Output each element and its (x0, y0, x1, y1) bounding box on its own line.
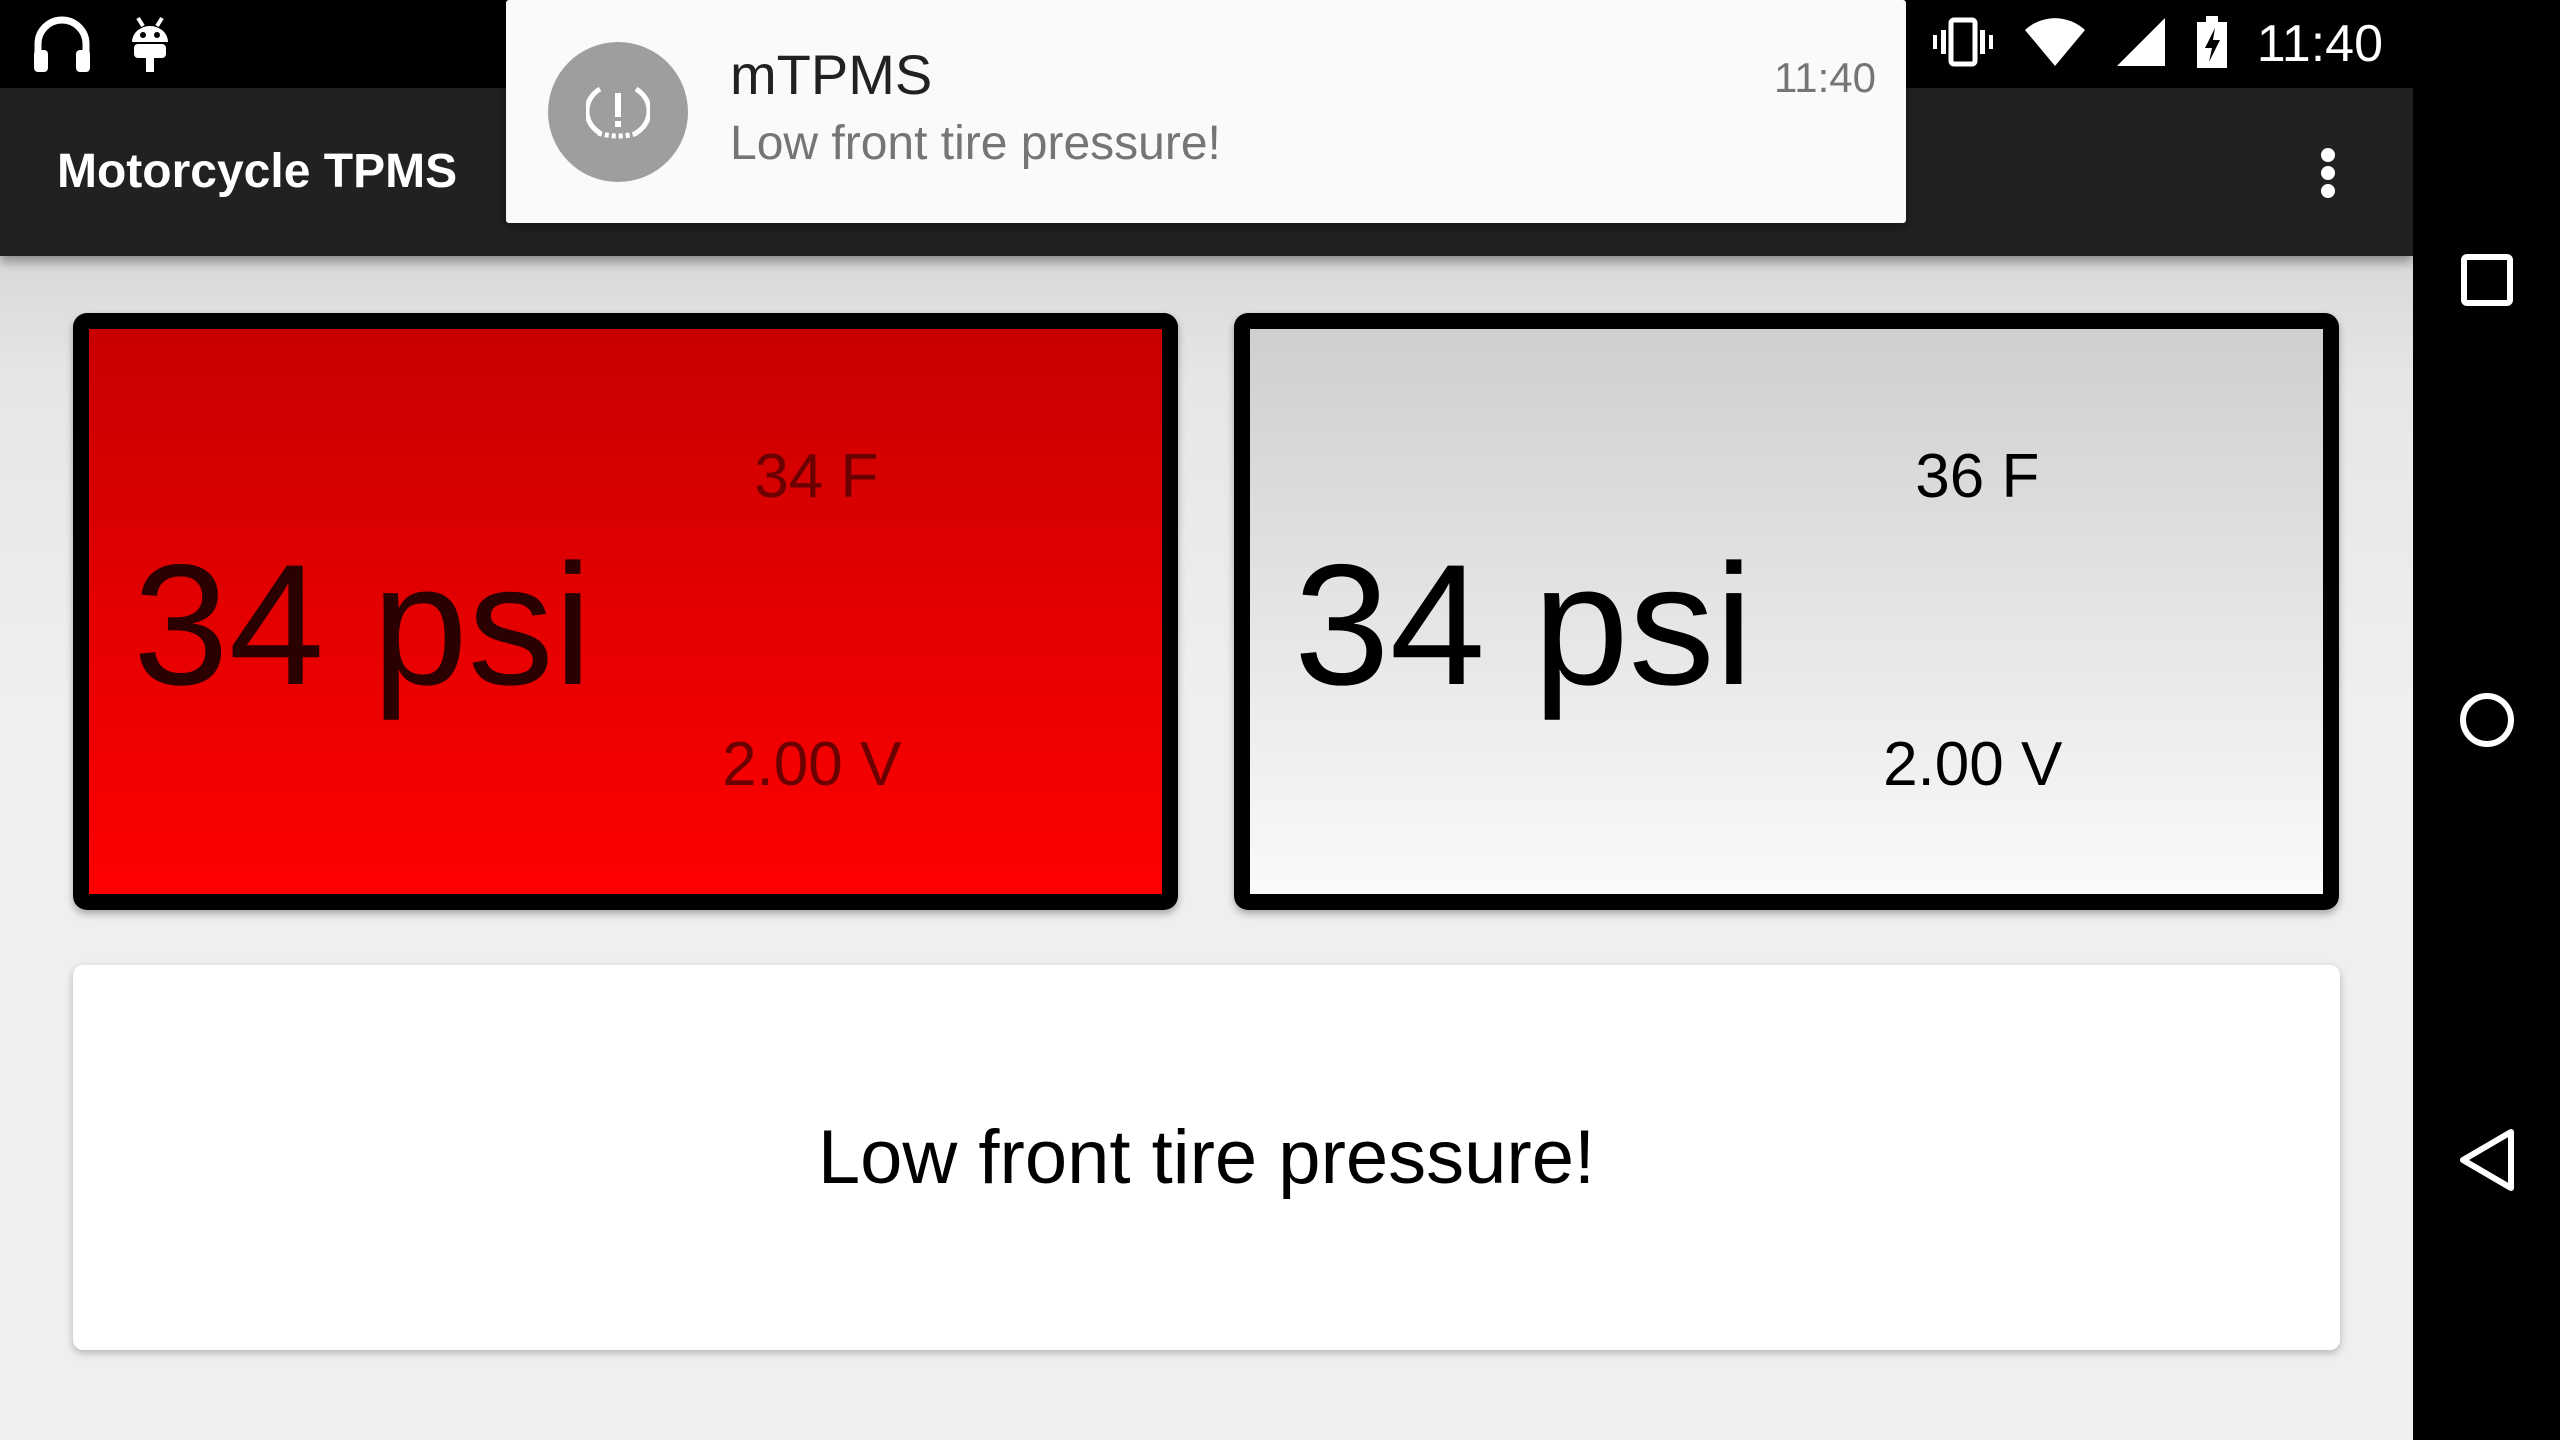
android-debug-icon (128, 14, 172, 79)
rear-tire-temperature: 36 F (1915, 442, 2040, 511)
app-screen: 11:40 Motorcycle TPMS 34 F 34 psi 2.00 V… (0, 0, 2413, 1440)
headphones-icon (30, 14, 94, 79)
rear-tire-voltage: 2.00 V (1883, 730, 2063, 799)
front-tire-pressure: 34 psi (133, 529, 592, 721)
heads-up-notification[interactable]: mTPMS Low front tire pressure! 11:40 (506, 0, 1906, 223)
front-tire-voltage: 2.00 V (722, 730, 902, 799)
notification-title: mTPMS (730, 43, 933, 106)
notification-time: 11:40 (1774, 54, 1876, 101)
back-icon[interactable] (2413, 1100, 2560, 1220)
alert-message-text: Low front tire pressure! (817, 1115, 1596, 1200)
rear-tire-pressure: 34 psi (1294, 529, 1753, 721)
recents-icon[interactable] (2413, 220, 2560, 340)
front-tire-card: 34 F 34 psi 2.00 V (73, 313, 1178, 910)
signal-icon (2115, 16, 2167, 73)
vibrate-icon (1931, 14, 1995, 75)
tire-pressure-warning-icon (548, 42, 688, 182)
app-title: Motorcycle TPMS (57, 145, 458, 198)
front-tire-temperature: 34 F (754, 442, 879, 511)
wifi-icon (2023, 16, 2087, 73)
navigation-bar (2413, 0, 2560, 1440)
status-time: 11:40 (2256, 15, 2383, 73)
battery-charging-icon (2195, 14, 2229, 75)
more-vert-icon[interactable] (2303, 138, 2353, 208)
alert-message-card: Low front tire pressure! (73, 965, 2340, 1350)
home-icon[interactable] (2413, 660, 2560, 780)
rear-tire-card: 36 F 34 psi 2.00 V (1234, 313, 2339, 910)
notification-text: Low front tire pressure! (730, 117, 1221, 170)
